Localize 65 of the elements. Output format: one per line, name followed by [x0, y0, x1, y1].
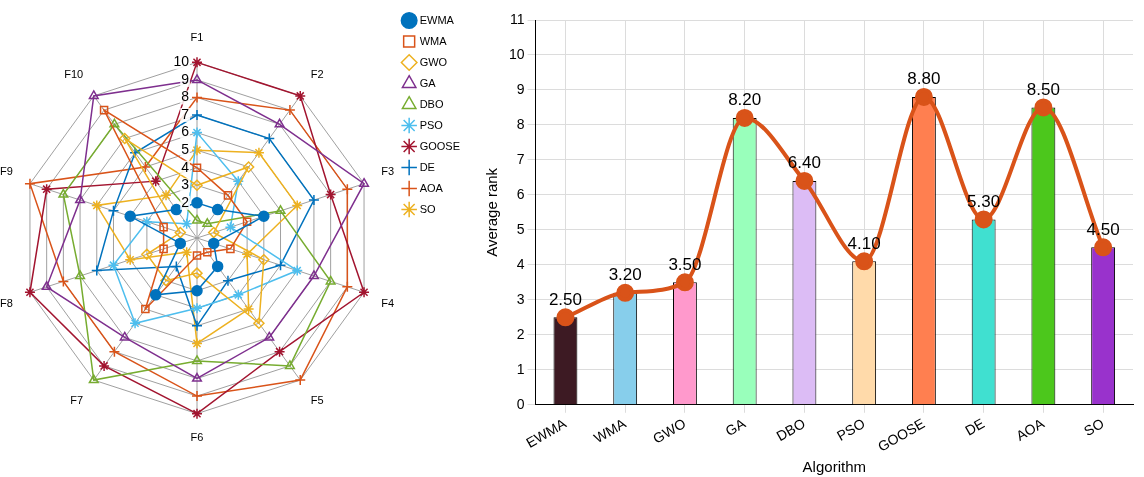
x-axis-title: Algorithm — [802, 458, 866, 476]
x-tick-label: WMA — [591, 414, 630, 447]
spoke-label: F2 — [310, 67, 324, 80]
spoke-label: F6 — [190, 431, 204, 444]
legend-label: EWMA — [419, 13, 455, 26]
spoke-label: F7 — [70, 394, 84, 407]
x-tick-label: SO — [1081, 415, 1107, 440]
y-tick-label: 0 — [516, 395, 525, 412]
point — [855, 252, 874, 271]
y-tick-label: 9 — [181, 70, 190, 87]
legend-label: AOA — [419, 181, 444, 194]
point — [616, 283, 635, 302]
y-tick-label: 8 — [516, 115, 525, 132]
y-tick-label: 7 — [516, 150, 525, 167]
spoke-label: F9 — [0, 164, 13, 177]
data-label: 3.20 — [608, 265, 642, 285]
y-tick-label: 9 — [516, 80, 525, 97]
point — [795, 171, 814, 190]
point — [1094, 238, 1113, 257]
y-tick-label: 1 — [516, 360, 525, 377]
y-tick-label: 8 — [181, 88, 190, 105]
y-tick-label: 6 — [181, 123, 190, 140]
data-label: 8.20 — [728, 90, 762, 110]
y-tick-label: 4 — [516, 255, 525, 272]
point — [556, 308, 575, 327]
y-tick-label: 2 — [516, 325, 525, 342]
data-label: 8.80 — [907, 69, 941, 89]
point — [974, 210, 993, 229]
y-axis-title: Average rank — [483, 167, 501, 257]
y-tick-label: 4 — [181, 158, 190, 175]
y-tick-label: 3 — [516, 290, 525, 307]
point — [675, 273, 694, 292]
y-tick-label: 3 — [181, 176, 190, 193]
y-tick-label: 10 — [173, 53, 190, 70]
spoke-label: F1 — [190, 30, 204, 43]
point — [914, 87, 933, 106]
legend-label: SO — [419, 202, 436, 215]
x-tick-label: PSO — [834, 415, 868, 444]
y-tick-label: 5 — [181, 141, 190, 158]
y-tick-label: 5 — [516, 220, 525, 237]
y-tick-label: 10 — [508, 45, 525, 62]
x-tick-label: AOA — [1013, 414, 1048, 444]
legend-label: GOOSE — [419, 139, 460, 152]
y-tick-label: 7 — [181, 105, 190, 122]
data-label: 8.50 — [1026, 79, 1060, 99]
legend-label: GWO — [419, 55, 448, 68]
spoke-label: F5 — [310, 394, 324, 407]
y-tick-label: 6 — [516, 185, 525, 202]
data-label: 2.50 — [548, 289, 582, 309]
point — [735, 108, 754, 127]
x-tick-label: GA — [722, 414, 749, 440]
spoke-label: F4 — [381, 297, 395, 310]
legend-label: GA — [419, 76, 437, 89]
x-tick-label: DBO — [773, 415, 808, 445]
spoke-label: F3 — [381, 164, 395, 177]
legend-label: DBO — [419, 97, 444, 110]
y-tick-label: 2 — [181, 193, 190, 210]
x-tick-label: DE — [962, 415, 988, 439]
legend-label: DE — [419, 160, 435, 173]
point — [1034, 98, 1053, 117]
y-tick-label: 11 — [510, 10, 525, 27]
spoke-label: F10 — [64, 67, 84, 80]
legend-label: PSO — [419, 118, 444, 131]
spoke-label: F8 — [0, 297, 13, 310]
legend-label: WMA — [419, 34, 448, 47]
